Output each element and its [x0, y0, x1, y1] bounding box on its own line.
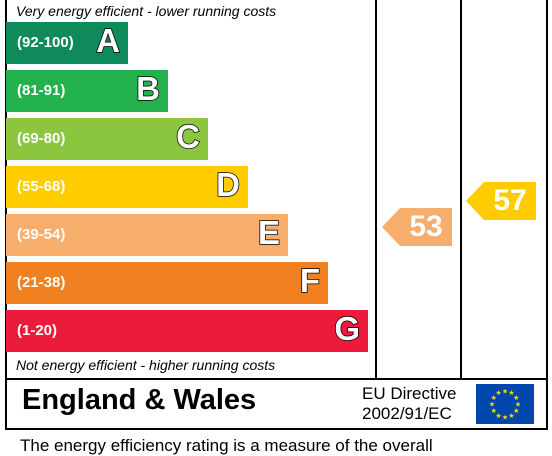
- region-title: England & Wales: [22, 384, 257, 416]
- band-f: (21-38) F: [6, 261, 328, 304]
- star-icon: ★: [513, 407, 519, 415]
- divider-footer-right: [546, 378, 548, 430]
- band-c: (69-80) C: [6, 117, 208, 160]
- band-letter: B: [135, 69, 160, 108]
- star-icon: ★: [489, 401, 495, 409]
- band-range-label: (55-68): [17, 178, 66, 195]
- band-g: (1-20) G: [6, 309, 368, 352]
- current-rating-value: 53: [409, 210, 443, 243]
- potential-rating-value: 57: [493, 184, 527, 217]
- band-range-label: (69-80): [17, 130, 66, 147]
- band-letter: C: [175, 117, 200, 156]
- band-letter: F: [299, 261, 321, 300]
- band-range-label: (39-54): [17, 226, 66, 243]
- star-icon: ★: [491, 407, 497, 415]
- band-e: (39-54) E: [6, 213, 288, 256]
- divider-potential: [460, 0, 462, 379]
- star-icon: ★: [502, 388, 508, 396]
- band-letter: D: [215, 165, 240, 204]
- divider-footer-left: [5, 378, 7, 430]
- bottom-description: The energy efficiency rating is a measur…: [20, 436, 433, 455]
- eu-directive-line2: 2002/91/EC: [362, 404, 452, 423]
- top-caption: Very energy efficient - lower running co…: [16, 3, 277, 19]
- band-range-label: (81-91): [17, 82, 66, 99]
- star-icon: ★: [513, 394, 519, 402]
- divider-footer-bottom: [5, 428, 548, 430]
- star-icon: ★: [495, 412, 501, 420]
- divider-right: [546, 0, 548, 379]
- band-range-label: (21-38): [17, 274, 66, 291]
- band-letter: A: [95, 21, 120, 60]
- band-letter: E: [257, 213, 281, 252]
- star-icon: ★: [495, 389, 501, 397]
- star-icon: ★: [515, 401, 521, 409]
- star-icon: ★: [508, 412, 514, 420]
- band-b: (81-91) B: [6, 69, 168, 112]
- potential-arrow-shape: [466, 182, 536, 220]
- star-icon: ★: [491, 394, 497, 402]
- eu-directive-line1: EU Directive: [362, 384, 457, 403]
- band-a: (92-100) A: [6, 21, 128, 64]
- divider-chart-bottom: [5, 378, 548, 380]
- bottom-caption: Not energy efficient - higher running co…: [16, 357, 276, 373]
- band-range-label: (1-20): [17, 322, 58, 339]
- star-icon: ★: [502, 414, 508, 422]
- potential-rating-arrow: 57: [466, 182, 536, 220]
- divider-current: [375, 0, 377, 379]
- band-letter: G: [334, 309, 361, 348]
- star-icon: ★: [508, 389, 514, 397]
- eu-flag-icon: ★ ★★★★★★★★★★★: [476, 384, 534, 424]
- epc-chart: Very energy efficient - lower running co…: [5, 0, 548, 455]
- band-d: (55-68) D: [6, 165, 248, 208]
- band-range-label: (92-100): [17, 34, 74, 51]
- eu-directive: EU Directive 2002/91/EC: [362, 384, 456, 424]
- current-rating-arrow: 53: [382, 208, 452, 246]
- current-arrow-shape: [382, 208, 452, 246]
